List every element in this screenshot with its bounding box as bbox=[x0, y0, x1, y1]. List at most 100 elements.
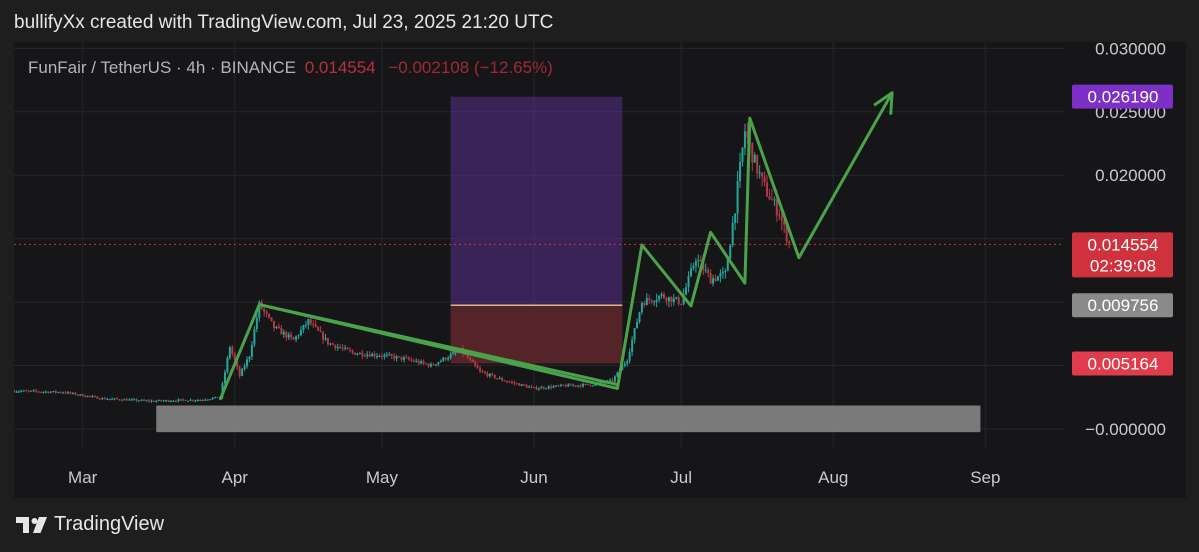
candle-body bbox=[572, 385, 575, 387]
candle-body bbox=[93, 396, 96, 398]
candle-body bbox=[390, 354, 393, 356]
candle-body bbox=[226, 357, 229, 373]
candle-body bbox=[417, 360, 420, 364]
candle-body bbox=[579, 385, 582, 387]
candle-body bbox=[488, 373, 491, 377]
candle-body bbox=[204, 399, 207, 401]
candle-body bbox=[493, 374, 496, 379]
candle-body bbox=[196, 399, 199, 401]
candle-body bbox=[471, 359, 474, 363]
candle-body bbox=[564, 385, 567, 387]
candle-body bbox=[135, 399, 138, 401]
candle-body bbox=[145, 400, 148, 402]
candle-body bbox=[246, 359, 249, 367]
candle-body bbox=[174, 400, 177, 402]
candle-body bbox=[508, 381, 511, 383]
candle-body bbox=[388, 354, 391, 356]
candle-body bbox=[780, 216, 783, 221]
chart-area[interactable]: Mar Apr May Jun Jul Aug Sep 0.030000 0.025000 0.0… bbox=[13, 39, 1186, 498]
candle-body bbox=[785, 224, 788, 242]
candle-body bbox=[407, 357, 410, 360]
candle-body bbox=[346, 347, 349, 350]
candle-body bbox=[199, 399, 202, 401]
candle-body bbox=[663, 294, 665, 299]
candle-body bbox=[309, 319, 312, 324]
candle-body bbox=[71, 392, 74, 394]
candle-body bbox=[599, 382, 602, 384]
candle-body bbox=[138, 400, 141, 402]
candle-body bbox=[788, 241, 791, 244]
candle-body bbox=[312, 323, 315, 325]
candle-body bbox=[403, 357, 405, 360]
candle-body bbox=[447, 357, 450, 360]
candle-body bbox=[160, 400, 163, 402]
candle-body bbox=[147, 400, 150, 402]
candle-body bbox=[150, 400, 153, 402]
candle-body bbox=[81, 394, 84, 397]
candle-body bbox=[626, 361, 629, 364]
candle-body bbox=[255, 317, 258, 330]
candle-body bbox=[506, 381, 509, 383]
candle-body bbox=[704, 269, 707, 271]
candle-body bbox=[567, 384, 570, 387]
candle-body bbox=[86, 395, 89, 397]
candle-body bbox=[716, 276, 719, 281]
y-tick-label: −0.000000 bbox=[1085, 420, 1166, 439]
candle-body bbox=[113, 398, 116, 400]
candle-body bbox=[228, 347, 231, 358]
candle-body bbox=[214, 396, 217, 398]
candle-body bbox=[427, 363, 430, 367]
candle-body bbox=[106, 399, 109, 401]
candle-body bbox=[510, 382, 513, 384]
candle-body bbox=[44, 391, 47, 393]
candle-body bbox=[429, 364, 432, 367]
candle-body bbox=[290, 334, 293, 338]
candle-body bbox=[123, 399, 126, 401]
candle-body bbox=[523, 384, 526, 386]
candle-body bbox=[574, 385, 577, 387]
candle-body bbox=[37, 391, 40, 393]
candle-body bbox=[653, 301, 656, 303]
candle-body bbox=[253, 329, 256, 345]
candle-body bbox=[361, 352, 364, 356]
candle-body bbox=[569, 384, 572, 386]
candle-body bbox=[231, 347, 234, 354]
candle-body bbox=[167, 400, 170, 402]
candle-body bbox=[304, 324, 307, 326]
x-tick-label: Sep bbox=[970, 468, 1000, 487]
candle-body bbox=[525, 385, 528, 388]
price-chart[interactable]: Mar Apr May Jun Jul Aug Sep0.0300000.0250000.0… bbox=[13, 39, 1186, 498]
support-zone-box bbox=[156, 405, 981, 433]
candle-body bbox=[731, 222, 734, 246]
candle-body bbox=[287, 334, 290, 338]
symbol-legend: FunFair / TetherUS · 4h · BINANCE 0.0145… bbox=[28, 58, 553, 78]
candle-body bbox=[336, 346, 339, 349]
price-tag-box bbox=[1072, 351, 1173, 376]
candle-body bbox=[155, 400, 158, 402]
candle-body bbox=[721, 271, 724, 274]
candle-body bbox=[263, 308, 266, 312]
candle-body bbox=[378, 355, 381, 357]
candle-body bbox=[35, 390, 38, 392]
footer: TradingView bbox=[16, 513, 164, 536]
candle-body bbox=[52, 391, 55, 393]
candle-body bbox=[270, 317, 273, 322]
candle-body bbox=[157, 400, 160, 402]
candle-body bbox=[371, 353, 374, 357]
candle-body bbox=[184, 400, 187, 402]
price-tag-stop: 0.005164 bbox=[1072, 351, 1173, 376]
candle-body bbox=[268, 313, 271, 318]
candle-body bbox=[474, 362, 477, 366]
candle-body bbox=[498, 378, 501, 380]
candle-body bbox=[165, 400, 168, 402]
candle-body bbox=[773, 199, 776, 201]
candle-body bbox=[542, 387, 545, 389]
candle-body bbox=[775, 199, 778, 216]
candle-body bbox=[697, 259, 700, 262]
candle-body bbox=[454, 352, 457, 354]
candle-body bbox=[476, 365, 479, 369]
candle-body bbox=[743, 131, 746, 148]
price-tag-label: 02:39:08 bbox=[1090, 256, 1156, 275]
candle-body bbox=[120, 399, 123, 401]
candle-body bbox=[265, 311, 268, 314]
